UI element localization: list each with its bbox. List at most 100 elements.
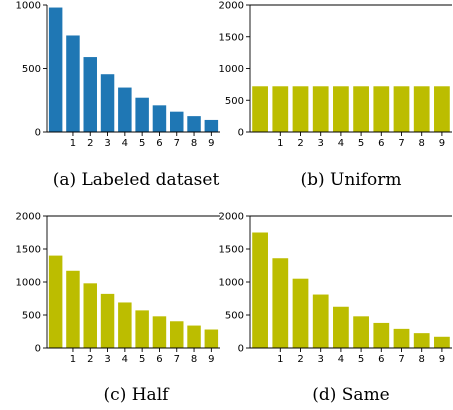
bar-4 — [118, 302, 132, 348]
panel-caption: (b) Uniform — [300, 170, 401, 190]
x-tick-label: 5 — [358, 138, 364, 149]
bar-2 — [292, 278, 309, 348]
x-tick-label: 8 — [191, 354, 197, 365]
bar-6 — [152, 316, 167, 348]
x-tick-label: 2 — [87, 354, 93, 365]
chart-panel-4: 0 500 1000 1500 2000 1 2 3 4 5 6 7 8 9 (d) Same — [219, 212, 452, 405]
panel-caption: (a) Labeled dataset — [53, 170, 220, 190]
y-tick-label: 500 — [22, 311, 41, 322]
x-tick-label: 9 — [439, 138, 445, 149]
x-tick-label: 2 — [87, 138, 93, 149]
bar-3 — [312, 86, 329, 132]
bar-8 — [187, 116, 201, 133]
bar-8 — [413, 86, 430, 132]
y-tick-label: 0 — [35, 128, 41, 139]
bar-3 — [100, 293, 115, 348]
bar-9 — [434, 86, 450, 132]
x-tick-label: 7 — [398, 354, 404, 365]
bar-1 — [272, 86, 289, 132]
bar-3 — [312, 294, 329, 348]
chart-panel-2: 0 500 1000 1500 2000 1 2 3 4 5 6 7 8 9 (b) Uniform — [219, 1, 452, 190]
bar-4 — [118, 87, 132, 132]
y-tick-label: 1500 — [16, 245, 41, 256]
bar-5 — [135, 97, 149, 132]
bar-7 — [393, 86, 410, 132]
y-tick-label: 0 — [238, 128, 244, 139]
x-tick-label: 1 — [277, 138, 283, 149]
x-tick-label: 8 — [419, 354, 425, 365]
x-tick-label: 2 — [297, 354, 303, 365]
y-tick-label: 0 — [238, 344, 244, 355]
x-tick-label: 3 — [318, 354, 324, 365]
y-tick-label: 2000 — [219, 1, 244, 12]
bar-7 — [170, 321, 184, 348]
x-tick-label: 5 — [139, 138, 145, 149]
y-tick-label: 500 — [225, 311, 244, 322]
x-tick-label: 9 — [439, 354, 445, 365]
chart-panel-3: 0 500 1000 1500 2000 1 2 3 4 5 6 7 8 9 (c) Half — [16, 212, 220, 405]
y-tick-label: 1000 — [16, 278, 41, 289]
y-tick-label: 500 — [22, 64, 41, 75]
x-tick-label: 4 — [122, 354, 128, 365]
bar-6 — [373, 86, 390, 132]
y-tick-label: 1500 — [219, 245, 244, 256]
bar-9 — [204, 119, 219, 132]
bar-7 — [170, 111, 184, 132]
x-tick-label: 5 — [139, 354, 145, 365]
x-tick-label: 2 — [297, 138, 303, 149]
x-tick-label: 9 — [208, 138, 214, 149]
bar-0 — [48, 7, 63, 132]
bar-0 — [252, 86, 268, 132]
bar-4 — [333, 306, 349, 348]
x-tick-label: 1 — [277, 354, 283, 365]
x-tick-label: 4 — [338, 354, 344, 365]
bar-5 — [353, 316, 369, 348]
x-tick-label: 8 — [191, 138, 197, 149]
x-tick-label: 9 — [208, 354, 214, 365]
bar-9 — [434, 336, 450, 348]
bar-1 — [66, 270, 80, 348]
x-tick-label: 6 — [156, 354, 162, 365]
bar-2 — [292, 86, 309, 132]
bar-6 — [152, 105, 167, 132]
x-tick-label: 6 — [378, 138, 384, 149]
y-tick-label: 0 — [35, 344, 41, 355]
panel-caption: (d) Same — [312, 385, 390, 405]
x-tick-label: 3 — [318, 138, 324, 149]
bar-8 — [187, 325, 201, 348]
x-tick-label: 5 — [358, 354, 364, 365]
bar-0 — [48, 255, 63, 348]
bar-5 — [135, 310, 149, 348]
bar-9 — [204, 329, 219, 348]
y-tick-label: 1000 — [219, 64, 244, 75]
bar-5 — [353, 86, 369, 132]
bar-6 — [373, 322, 390, 348]
x-tick-label: 3 — [104, 354, 110, 365]
x-tick-label: 1 — [70, 138, 76, 149]
bar-1 — [66, 35, 80, 133]
x-tick-label: 7 — [174, 138, 180, 149]
x-tick-label: 8 — [419, 138, 425, 149]
y-tick-label: 1000 — [16, 1, 41, 12]
y-tick-label: 500 — [225, 96, 244, 107]
x-tick-label: 6 — [378, 354, 384, 365]
panel-caption: (c) Half — [104, 385, 171, 405]
bar-4 — [333, 86, 349, 132]
x-tick-label: 4 — [122, 138, 128, 149]
x-tick-label: 7 — [174, 354, 180, 365]
bar-8 — [413, 333, 430, 348]
x-tick-label: 6 — [156, 138, 162, 149]
bar-7 — [393, 328, 410, 348]
y-tick-label: 2000 — [219, 212, 244, 223]
y-tick-label: 1000 — [219, 278, 244, 289]
bar-3 — [100, 74, 115, 132]
bar-1 — [272, 258, 289, 348]
x-tick-label: 7 — [398, 138, 404, 149]
bar-2 — [83, 283, 97, 348]
x-tick-label: 1 — [70, 354, 76, 365]
bar-2 — [83, 57, 97, 132]
x-tick-label: 3 — [104, 138, 110, 149]
y-tick-label: 1500 — [219, 32, 244, 43]
bar-0 — [252, 232, 268, 348]
chart-panel-1: 0 500 1000 1 2 3 4 5 6 7 8 9 (a) Labeled dataset — [16, 1, 220, 190]
